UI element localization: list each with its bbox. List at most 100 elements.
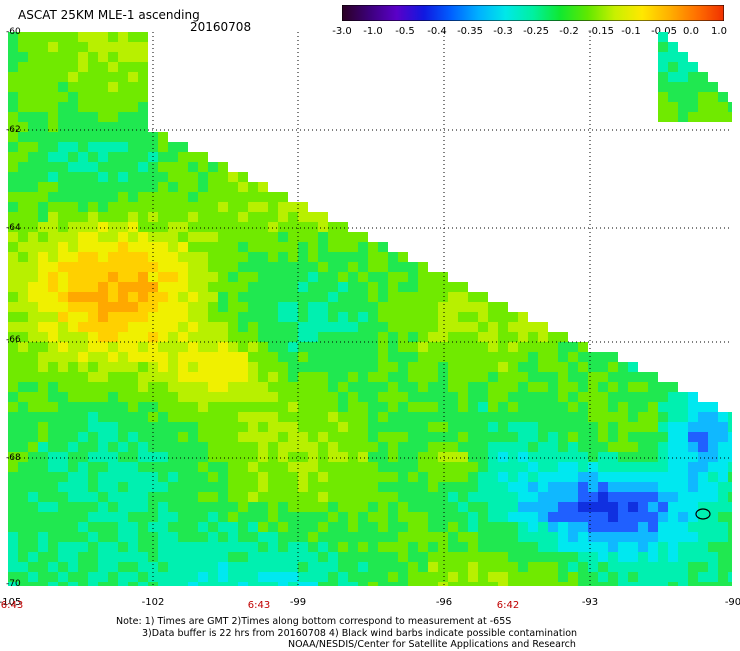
wind-cell xyxy=(218,522,228,532)
wind-cell xyxy=(388,552,398,562)
wind-cell xyxy=(628,442,638,452)
wind-cell xyxy=(478,452,488,462)
wind-cell xyxy=(138,112,148,122)
wind-cell xyxy=(118,382,128,392)
wind-cell xyxy=(158,422,168,432)
wind-cell xyxy=(728,492,732,502)
wind-cell xyxy=(108,562,118,572)
wind-cell xyxy=(558,552,568,562)
wind-cell xyxy=(218,472,228,482)
wind-cell xyxy=(658,92,668,102)
wind-cell xyxy=(118,472,128,482)
wind-cell xyxy=(8,132,18,142)
wind-cell xyxy=(128,72,138,82)
wind-cell xyxy=(388,532,398,542)
wind-cell xyxy=(178,362,188,372)
wind-cell xyxy=(408,452,418,462)
wind-cell xyxy=(668,92,678,102)
wind-cell xyxy=(258,412,268,422)
wind-cell xyxy=(98,142,108,152)
wind-cell xyxy=(228,552,238,562)
wind-cell xyxy=(518,392,528,402)
wind-cell xyxy=(118,262,128,272)
wind-cell xyxy=(598,582,608,586)
wind-cell xyxy=(398,342,408,352)
wind-cell xyxy=(388,562,398,572)
wind-cell xyxy=(178,352,188,362)
wind-cell xyxy=(398,462,408,472)
wind-cell xyxy=(718,442,728,452)
wind-cell xyxy=(178,342,188,352)
wind-cell xyxy=(198,542,208,552)
wind-cell xyxy=(358,582,368,586)
wind-cell xyxy=(188,342,198,352)
wind-cell xyxy=(408,342,418,352)
wind-cell xyxy=(298,212,308,222)
wind-cell xyxy=(88,352,98,362)
wind-cell xyxy=(388,502,398,512)
wind-cell xyxy=(548,342,558,352)
wind-cell xyxy=(508,312,518,322)
wind-cell xyxy=(408,502,418,512)
wind-cell xyxy=(138,252,148,262)
wind-cell xyxy=(308,352,318,362)
wind-cell xyxy=(668,62,678,72)
wind-cell xyxy=(278,362,288,372)
wind-cell xyxy=(158,292,168,302)
wind-cell xyxy=(88,572,98,582)
wind-cell xyxy=(258,272,268,282)
wind-cell xyxy=(428,282,438,292)
wind-cell xyxy=(78,272,88,282)
wind-cell xyxy=(238,272,248,282)
wind-cell xyxy=(588,482,598,492)
wind-cell xyxy=(98,222,108,232)
wind-cell xyxy=(248,202,258,212)
wind-cell xyxy=(228,262,238,272)
wind-cell xyxy=(528,492,538,502)
wind-cell xyxy=(248,242,258,252)
wind-cell xyxy=(28,202,38,212)
wind-cell xyxy=(268,242,278,252)
wind-cell xyxy=(228,352,238,362)
wind-cell xyxy=(108,52,118,62)
wind-cell xyxy=(168,252,178,262)
wind-cell xyxy=(418,372,428,382)
wind-cell xyxy=(28,382,38,392)
wind-cell xyxy=(308,392,318,402)
wind-cell xyxy=(438,572,448,582)
wind-cell xyxy=(378,432,388,442)
wind-cell xyxy=(638,392,648,402)
wind-cell xyxy=(318,502,328,512)
wind-cell xyxy=(88,302,98,312)
wind-cell xyxy=(548,392,558,402)
wind-cell xyxy=(338,452,348,462)
wind-cell xyxy=(638,432,648,442)
wind-cell xyxy=(438,352,448,362)
wind-cell xyxy=(68,422,78,432)
wind-cell xyxy=(468,382,478,392)
wind-cell xyxy=(118,432,128,442)
wind-cell xyxy=(168,232,178,242)
wind-cell xyxy=(68,572,78,582)
wind-cell xyxy=(398,292,408,302)
wind-cell xyxy=(168,222,178,232)
wind-cell xyxy=(548,372,558,382)
wind-cell xyxy=(288,292,298,302)
wind-cell xyxy=(568,582,578,586)
wind-cell xyxy=(48,402,58,412)
wind-cell xyxy=(338,492,348,502)
wind-cell xyxy=(728,562,732,572)
wind-cell xyxy=(728,462,732,472)
wind-cell xyxy=(18,242,28,252)
wind-cell xyxy=(58,402,68,412)
wind-cell xyxy=(158,442,168,452)
wind-cell xyxy=(118,212,128,222)
wind-cell xyxy=(218,242,228,252)
wind-cell xyxy=(468,322,478,332)
wind-cell xyxy=(278,282,288,292)
wind-cell xyxy=(188,172,198,182)
wind-cell xyxy=(448,472,458,482)
wind-cell xyxy=(338,442,348,452)
wind-cell xyxy=(68,212,78,222)
wind-cell xyxy=(558,502,568,512)
